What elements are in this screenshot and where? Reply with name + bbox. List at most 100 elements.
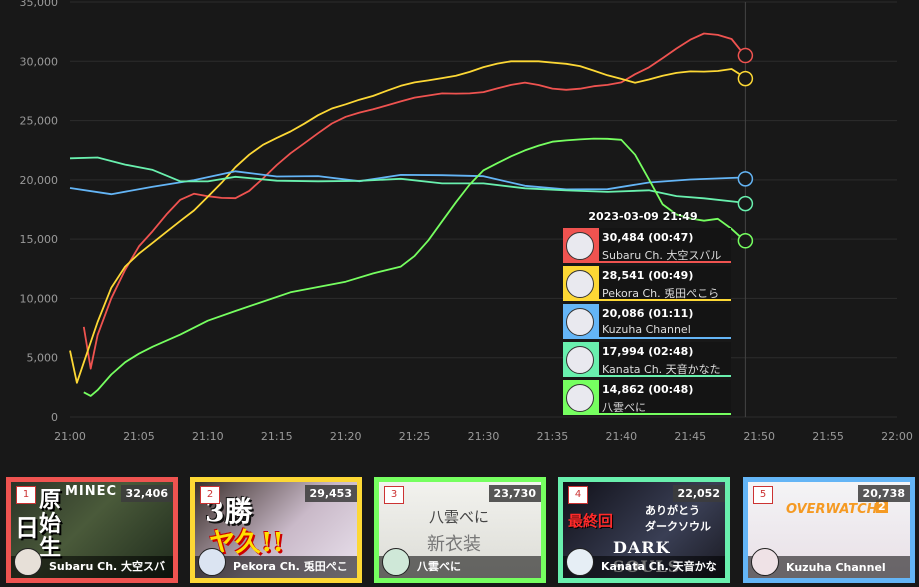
tooltip-channel: Kanata Ch. 天音かなた	[602, 363, 721, 376]
tooltip-time: 2023-03-09 21:49	[588, 210, 698, 223]
viewer-count: 32,406	[120, 485, 173, 502]
stream-card-kanata[interactable]: 最終回 ありがとう ダークソウル DARK SOULS 4 22,052 Kan…	[558, 477, 730, 583]
rank-badge: 5	[753, 486, 773, 504]
x-tick-label: 21:05	[123, 430, 155, 443]
rank-badge: 3	[384, 486, 404, 504]
tooltip-underline	[599, 299, 731, 301]
series-line	[82, 32, 747, 370]
viewer-count: 20,738	[857, 485, 910, 502]
series-line	[69, 60, 746, 384]
thumb-text: MINEC	[65, 484, 118, 499]
thumb-text: 八雲べに	[429, 508, 490, 526]
y-axis-ticks: 0 5,000 10,000 15,000 20,000 25,000 30,000 35,0…	[20, 0, 59, 424]
viewer-count: 29,453	[304, 485, 357, 502]
thumb-text: ありがとう	[645, 504, 700, 517]
thumb-text: 原	[39, 487, 62, 513]
series-line	[69, 156, 746, 204]
avatar	[751, 548, 779, 576]
tooltip-channel: 八雲べに	[602, 401, 646, 414]
tooltip-value: 17,994 (02:48)	[602, 345, 694, 358]
thumb-text: ダークソウル	[645, 520, 711, 533]
avatar	[566, 270, 594, 298]
card-name-bar	[195, 556, 357, 578]
thumb-text: 新衣装	[427, 534, 481, 555]
avatar	[566, 232, 594, 260]
tooltip-row-kuzuha: 20,086 (01:11) Kuzuha Channel	[563, 304, 731, 339]
tooltip-underline	[599, 337, 731, 339]
tooltip-underline	[599, 413, 731, 415]
stream-card-beni[interactable]: 八雲べに 新衣装 3 23,730 八雲べに	[374, 477, 546, 583]
y-tick-label: 15,000	[20, 233, 59, 246]
x-tick-label: 21:40	[605, 430, 637, 443]
channel-name: Kuzuha Channel	[786, 561, 886, 574]
y-tick-label: 10,000	[20, 292, 59, 305]
y-tick-label: 30,000	[20, 55, 59, 68]
thumb-text: OVERWATCH	[786, 502, 878, 517]
x-tick-label: 21:30	[468, 430, 500, 443]
avatar	[566, 308, 594, 336]
thumb-text: 日	[15, 513, 39, 542]
x-axis-ticks: 21:00 21:05 21:10 21:15 21:20 21:25 21:30 21:35…	[54, 430, 913, 443]
x-tick-label: 21:35	[537, 430, 569, 443]
channel-name: Subaru Ch. 大空スバ	[49, 560, 166, 573]
y-tick-label: 20,000	[20, 174, 59, 187]
x-tick-label: 21:25	[399, 430, 431, 443]
card-name-bar	[563, 556, 725, 578]
tooltip-channel: Kuzuha Channel	[602, 323, 691, 336]
card-name-bar	[379, 556, 541, 578]
card-name-bar	[748, 556, 910, 578]
y-tick-label: 25,000	[20, 115, 59, 128]
stream-cards: 原 始 生 日 MINEC 1 32,406 Subaru Ch. 大空スバ 3…	[6, 477, 916, 583]
x-tick-label: 21:45	[674, 430, 706, 443]
avatar	[566, 346, 594, 374]
avatar	[14, 548, 42, 576]
stream-card-subaru[interactable]: 原 始 生 日 MINEC 1 32,406 Subaru Ch. 大空スバ	[6, 477, 178, 583]
avatar	[198, 548, 226, 576]
thumb-text: 生	[39, 535, 62, 561]
tooltip-value: 20,086 (01:11)	[602, 307, 694, 320]
thumb-text: 最終回	[568, 512, 614, 530]
series-end-marker	[737, 233, 754, 249]
rank-badge: 2	[200, 486, 220, 504]
avatar	[566, 548, 594, 576]
thumb-text: 2	[876, 500, 888, 513]
x-tick-label: 21:00	[54, 430, 86, 443]
rank-badge: 4	[568, 486, 588, 504]
tooltip-row-beni: 14,862 (00:48) 八雲べに	[563, 380, 731, 415]
series-line	[69, 170, 746, 196]
x-tick-label: 21:55	[812, 430, 844, 443]
series-lines	[69, 32, 747, 397]
stream-card-pekora[interactable]: 3勝 ヤ久!! 2 29,453 Pekora Ch. 兎田ぺこ	[190, 477, 362, 583]
channel-name: 八雲べに	[417, 560, 461, 573]
channel-name: Pekora Ch. 兎田ぺこ	[233, 560, 348, 573]
y-tick-label: 0	[51, 411, 58, 424]
viewer-line-chart: 0 5,000 10,000 15,000 20,000 25,000 30,000 35,0…	[20, 0, 913, 443]
card-name-bar	[11, 556, 173, 578]
tooltip-row-pekora: 28,541 (00:49) Pekora Ch. 兎田ぺこら	[563, 266, 731, 301]
series-end-markers	[737, 47, 754, 249]
x-tick-label: 21:50	[743, 430, 775, 443]
series-end-marker	[737, 47, 754, 64]
channel-name: Kanata Ch. 天音かな	[601, 560, 717, 573]
viewer-count: 22,052	[672, 485, 725, 502]
x-tick-label: 21:20	[330, 430, 362, 443]
thumb-text: 始	[39, 511, 62, 537]
series-end-marker	[737, 70, 754, 87]
x-tick-label: 21:10	[192, 430, 224, 443]
stream-card-kuzuha[interactable]: OVERWATCH 2 5 20,738 Kuzuha Channel	[743, 477, 915, 583]
y-tick-label: 35,000	[20, 0, 59, 9]
series-line	[83, 137, 747, 397]
x-tick-label: 21:15	[261, 430, 293, 443]
series-end-marker	[737, 195, 754, 212]
tooltip-underline	[599, 261, 731, 263]
tooltip-row-kanata: 17,994 (02:48) Kanata Ch. 天音かなた	[563, 342, 731, 377]
tooltip-value: 28,541 (00:49)	[602, 269, 694, 282]
x-tick-label: 22:00	[881, 430, 913, 443]
tooltip-channel: Pekora Ch. 兎田ぺこら	[602, 287, 720, 300]
y-tick-label: 5,000	[27, 352, 59, 365]
chart-grid	[70, 1, 897, 418]
avatar	[566, 384, 594, 412]
tooltip-channel: Subaru Ch. 大空スバル	[602, 249, 722, 262]
tooltip-underline	[599, 375, 731, 377]
tooltip-row-subaru: 30,484 (00:47) Subaru Ch. 大空スバル	[563, 228, 731, 263]
